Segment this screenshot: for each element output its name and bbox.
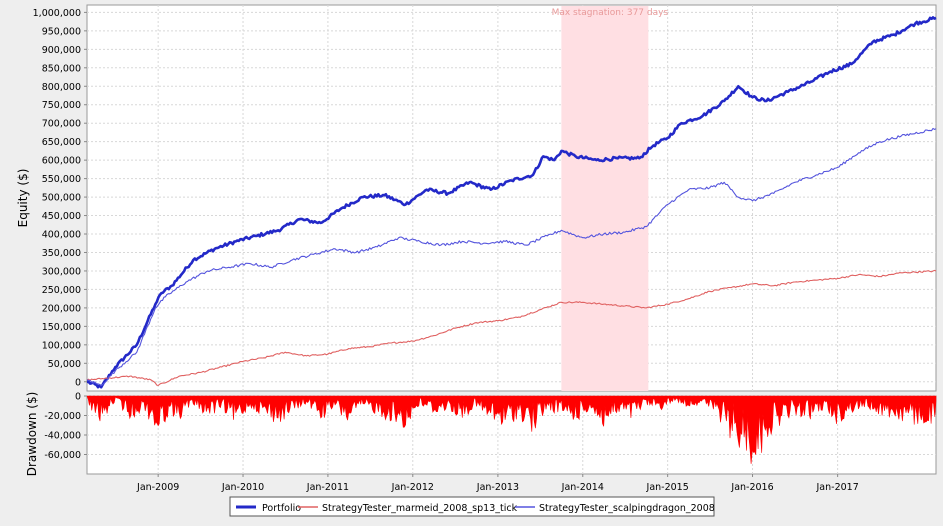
legend: Portfolio StrategyTester_marmeid_2008_sp… — [229, 496, 715, 517]
equity-y-tick-label: 450,000 — [42, 211, 81, 222]
equity-y-tick-label: 600,000 — [42, 156, 81, 167]
drawdown-series — [86, 395, 937, 464]
equity-y-ticks: 0 50,000 100,000 150,000 200,000 250,000 300,0… — [33, 8, 87, 388]
x-tick-label: Jan-2009 — [136, 482, 179, 493]
legend-label-portfolio: Portfolio — [262, 503, 301, 514]
equity-y-tick-label: 200,000 — [42, 303, 81, 314]
equity-y-tick-label: 700,000 — [42, 119, 81, 130]
series-line-portfolio — [86, 16, 937, 389]
equity-y-tick-label: 900,000 — [42, 45, 81, 56]
grid — [87, 5, 936, 474]
equity-y-tick-label: 100,000 — [42, 340, 81, 351]
x-tick-label: Jan-2012 — [391, 482, 434, 493]
equity-y-tick-label: 750,000 — [42, 100, 81, 111]
equity-y-tick-label: 800,000 — [42, 82, 81, 93]
equity-y-tick-label: 850,000 — [42, 63, 81, 74]
drawdown-area — [86, 395, 937, 464]
equity-y-tick-label: 150,000 — [42, 322, 81, 333]
equity-y-tick-label: 550,000 — [42, 174, 81, 185]
equity-axis-label: Equity ($) — [16, 169, 30, 228]
drawdown-y-ticks: 0 -20,000 -40,000 -60,000 — [44, 392, 87, 461]
equity-y-tick-label: 250,000 — [42, 285, 81, 296]
equity-y-tick-label: 950,000 — [42, 26, 81, 37]
equity-plot-area — [86, 4, 937, 392]
drawdown-y-tick-label: -40,000 — [44, 431, 81, 442]
drawdown-y-tick-label: -20,000 — [44, 411, 81, 422]
series-lines — [86, 16, 937, 389]
drawdown-axis-label: Drawdown ($) — [25, 392, 39, 477]
x-tick-label: Jan-2011 — [306, 482, 349, 493]
equity-y-tick-label: 350,000 — [42, 248, 81, 259]
stagnation-band: Max stagnation: 377 days — [552, 6, 669, 391]
equity-y-tick-label: 400,000 — [42, 230, 81, 241]
x-tick-label: Jan-2013 — [476, 482, 519, 493]
stagnation-label: Max stagnation: 377 days — [552, 8, 669, 18]
equity-y-tick-label: 650,000 — [42, 137, 81, 148]
x-ticks: Jan-2009 Jan-2010 Jan-2011 Jan-2012 Jan-2013… — [136, 474, 859, 493]
equity-y-tick-label: 300,000 — [42, 266, 81, 277]
series-line-scalping — [86, 127, 937, 387]
equity-y-tick-label: 1,000,000 — [33, 8, 81, 19]
series-line-marmeid — [86, 269, 937, 387]
equity-y-tick-label: 0 — [75, 377, 81, 388]
stagnation-rect — [561, 6, 649, 391]
x-tick-label: Jan-2017 — [816, 482, 859, 493]
drawdown-y-tick-label: -60,000 — [44, 450, 81, 461]
x-tick-label: Jan-2016 — [730, 482, 773, 493]
legend-label-marmeid: StrategyTester_marmeid_2008_sp13_tick — [322, 503, 518, 514]
equity-y-tick-label: 50,000 — [48, 359, 81, 370]
drawdown-y-tick-label: 0 — [75, 392, 81, 403]
legend-box — [229, 496, 715, 517]
x-tick-label: Jan-2015 — [646, 482, 689, 493]
x-tick-label: Jan-2014 — [561, 482, 604, 493]
x-tick-label: Jan-2010 — [221, 482, 264, 493]
legend-label-scalping: StrategyTester_scalpingdragon_2008 — [539, 503, 715, 514]
equity-y-tick-label: 500,000 — [42, 193, 81, 204]
